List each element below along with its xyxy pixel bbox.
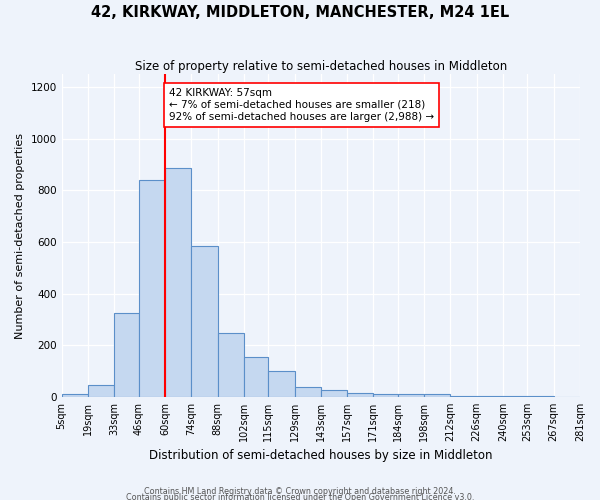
Bar [398,394,424,397]
Bar [347,393,373,397]
Bar [295,388,321,397]
Text: 42 KIRKWAY: 57sqm
← 7% of semi-detached houses are smaller (218)
92% of semi-det: 42 KIRKWAY: 57sqm ← 7% of semi-detached … [169,88,434,122]
Bar [268,371,295,397]
Bar [139,180,165,397]
Y-axis label: Number of semi-detached properties: Number of semi-detached properties [15,132,25,338]
Bar [244,358,268,397]
X-axis label: Distribution of semi-detached houses by size in Middleton: Distribution of semi-detached houses by … [149,450,493,462]
Bar [503,396,527,397]
Bar [321,390,347,397]
Bar [527,396,554,397]
Bar [88,386,114,397]
Bar [218,333,244,397]
Bar [165,168,191,397]
Bar [451,396,477,397]
Bar [191,246,218,397]
Bar [114,313,139,397]
Bar [424,394,451,397]
Text: 42, KIRKWAY, MIDDLETON, MANCHESTER, M24 1EL: 42, KIRKWAY, MIDDLETON, MANCHESTER, M24 … [91,5,509,20]
Bar [477,396,503,397]
Bar [373,394,398,397]
Text: Contains HM Land Registry data © Crown copyright and database right 2024.: Contains HM Land Registry data © Crown c… [144,486,456,496]
Bar [62,394,88,397]
Title: Size of property relative to semi-detached houses in Middleton: Size of property relative to semi-detach… [135,60,507,73]
Text: Contains public sector information licensed under the Open Government Licence v3: Contains public sector information licen… [126,492,474,500]
